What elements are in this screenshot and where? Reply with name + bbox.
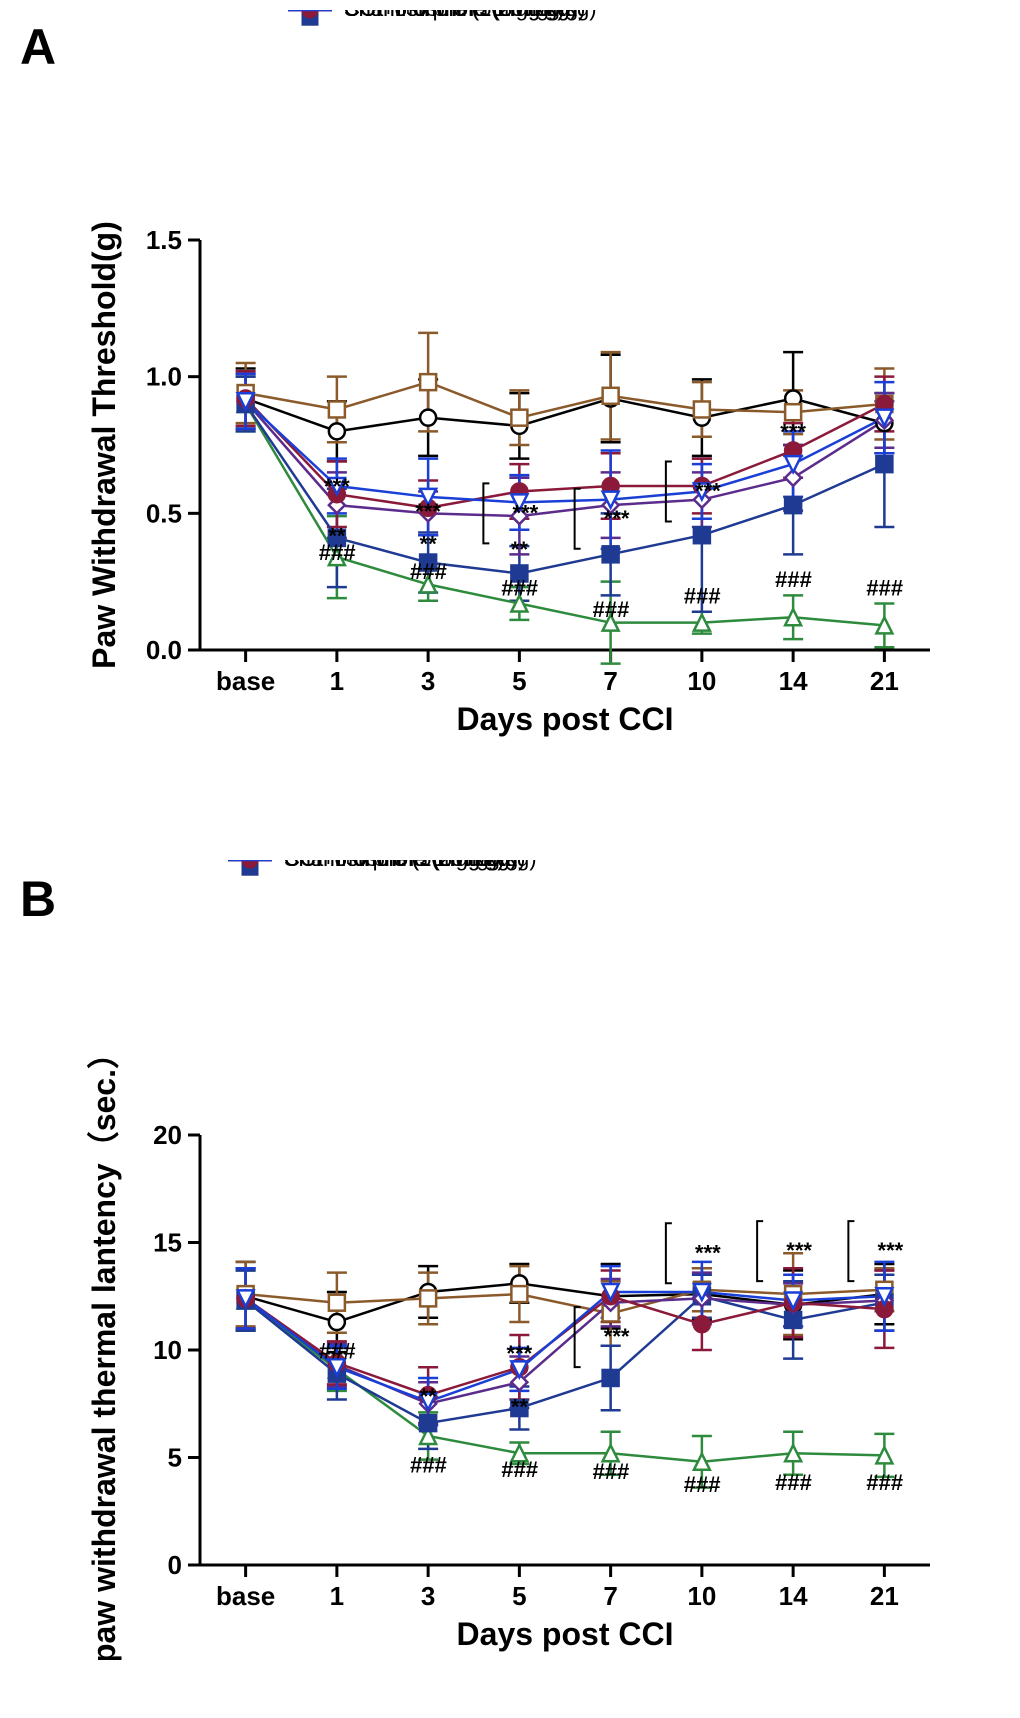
svg-text:0.5: 0.5 <box>146 498 182 528</box>
svg-text:paw withdrawal thermal lantenc: paw withdrawal thermal lantency（sec.） <box>86 1037 122 1660</box>
svg-text:**: ** <box>420 532 438 557</box>
svg-text:3: 3 <box>421 1581 435 1611</box>
svg-text:14: 14 <box>779 666 808 696</box>
svg-text:1: 1 <box>330 666 344 696</box>
svg-text:###: ### <box>410 1453 447 1478</box>
svg-text:Days post CCI: Days post CCI <box>457 1616 674 1652</box>
legend: ShamSham+osthole (20 mg/kg)CCICCI+osthol… <box>228 860 537 874</box>
legend-label: CCI+morphine (3 mg/kg) <box>344 10 585 21</box>
svg-text:Days post CCI: Days post CCI <box>457 701 674 737</box>
svg-text:###: ### <box>684 584 721 609</box>
svg-text:***: *** <box>695 478 721 503</box>
svg-text:###: ### <box>319 540 356 565</box>
svg-text:3: 3 <box>421 666 435 696</box>
svg-text:***: *** <box>878 1238 904 1263</box>
chart-svg-a: 0.0 0.5 1.0 1.5 base 1 3 5 7 10 14 21 Days post CCI P… <box>60 10 960 790</box>
svg-text:***: *** <box>604 1324 630 1349</box>
panel-a-label: A <box>20 18 56 76</box>
svg-text:**: ** <box>511 537 529 562</box>
svg-text:***: *** <box>513 500 539 525</box>
panel-a: 0.0 0.5 1.0 1.5 base 1 3 5 7 10 14 21 Days post CCI P… <box>60 10 960 790</box>
legend: ShamSham+osthole (20 mg/kg)CCICCI+osthol… <box>288 10 597 24</box>
svg-text:###: ### <box>501 575 538 600</box>
svg-text:base: base <box>216 1581 275 1611</box>
svg-text:###: ### <box>592 597 629 622</box>
svg-text:7: 7 <box>603 1581 617 1611</box>
panel-b: 0 5 10 15 20 base 1 3 5 7 10 14 21 Days post CCI paw w… <box>60 860 960 1660</box>
svg-text:###: ### <box>319 1339 356 1364</box>
svg-text:###: ### <box>775 1470 812 1495</box>
svg-text:###: ### <box>501 1457 538 1482</box>
svg-text:10: 10 <box>687 1581 716 1611</box>
svg-text:base: base <box>216 666 275 696</box>
svg-text:10: 10 <box>687 666 716 696</box>
svg-text:***: *** <box>507 1341 533 1366</box>
legend-label: CCI+morphine (3 mg/kg) <box>284 860 525 871</box>
svg-text:10: 10 <box>153 1335 182 1365</box>
figure-root: A 0.00.51.01.5base1357101421Days post CC… <box>0 0 1020 1718</box>
svg-text:###: ### <box>775 567 812 592</box>
svg-text:1.5: 1.5 <box>146 225 182 255</box>
svg-text:21: 21 <box>870 1581 899 1611</box>
svg-text:**: ** <box>511 1395 529 1420</box>
svg-text:**: ** <box>420 1384 438 1409</box>
svg-text:1.0: 1.0 <box>146 362 182 392</box>
svg-text:14: 14 <box>779 1581 808 1611</box>
svg-text:###: ### <box>410 559 447 584</box>
svg-text:###: ### <box>866 1470 903 1495</box>
panel-b-label: B <box>20 870 56 928</box>
svg-text:21: 21 <box>870 666 899 696</box>
svg-text:5: 5 <box>168 1443 182 1473</box>
svg-text:***: *** <box>324 474 350 499</box>
svg-text:Paw Withdrawal Threshold(g): Paw Withdrawal Threshold(g) <box>86 221 122 669</box>
svg-text:***: *** <box>415 499 441 524</box>
svg-text:7: 7 <box>603 666 617 696</box>
svg-text:20: 20 <box>153 1120 182 1150</box>
svg-text:***: *** <box>786 1238 812 1263</box>
svg-text:15: 15 <box>153 1228 182 1258</box>
svg-text:###: ### <box>866 575 903 600</box>
svg-text:5: 5 <box>512 1581 526 1611</box>
svg-text:###: ### <box>592 1459 629 1484</box>
svg-text:***: *** <box>780 420 806 445</box>
chart-svg-b: 0 5 10 15 20 base 1 3 5 7 10 14 21 Days post CCI paw w… <box>60 860 960 1660</box>
svg-text:5: 5 <box>512 666 526 696</box>
svg-text:***: *** <box>604 506 630 531</box>
svg-text:0.0: 0.0 <box>146 635 182 665</box>
svg-text:***: *** <box>695 1240 721 1265</box>
svg-text:0: 0 <box>168 1550 182 1580</box>
svg-text:###: ### <box>684 1472 721 1497</box>
svg-text:1: 1 <box>330 1581 344 1611</box>
